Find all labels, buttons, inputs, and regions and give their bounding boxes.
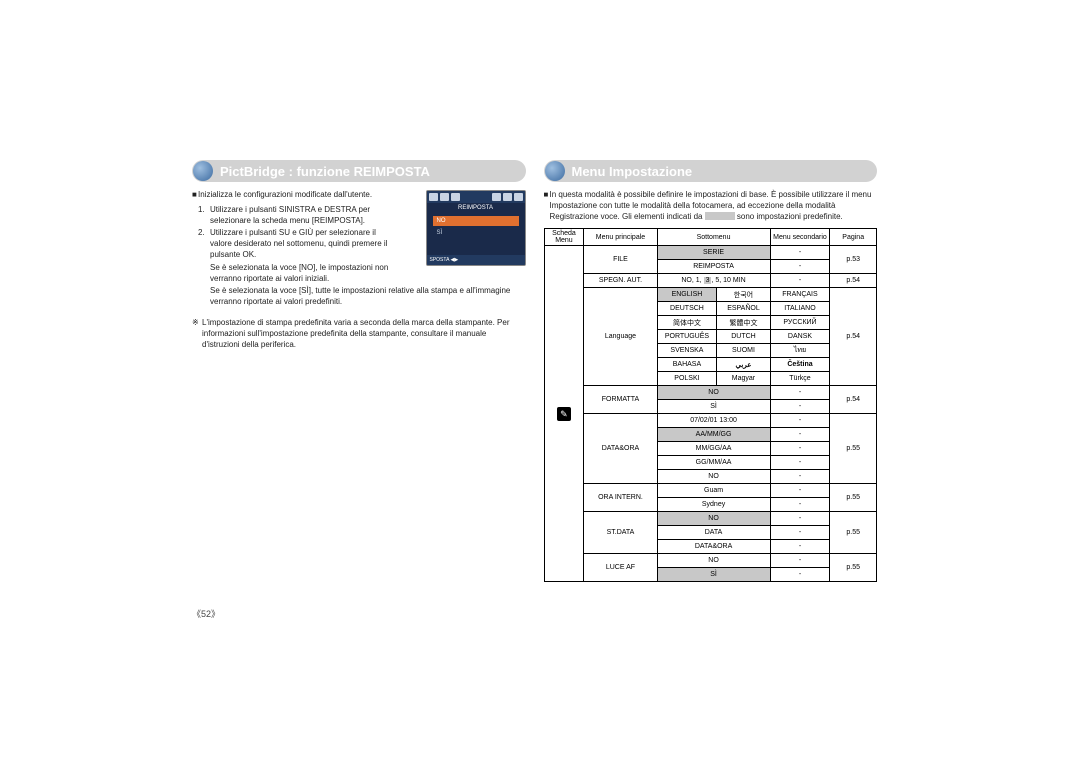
shaded-box-icon xyxy=(705,212,735,220)
right-intro-block: ■ In questa modalità è possibile definir… xyxy=(544,190,878,222)
right-column: Menu Impostazione ■ In questa modalità è… xyxy=(544,160,878,582)
col-page: Pagina xyxy=(830,229,877,246)
right-heading-bar: Menu Impostazione xyxy=(544,160,878,182)
table-row: ✎ FILE SERIE - p.53 xyxy=(544,246,877,260)
heading-dot-icon xyxy=(545,161,565,181)
table-row: SPEGN. AUT. NO, 1, 3, 5, 10 MIN - p.54 xyxy=(544,274,877,288)
right-intro: In questa modalità è possibile definire … xyxy=(550,190,878,222)
step-1: Utilizzare i pulsanti SINISTRA e DESTRA … xyxy=(210,205,392,227)
tab-icon-cell: ✎ xyxy=(544,246,584,582)
table-row: ST.DATA NO- p.55 xyxy=(544,512,877,526)
page-number: 《52》 xyxy=(192,607,220,620)
note-no: Se è selezionata la voce [NO], le impost… xyxy=(210,263,392,285)
table-row: Language ENGLISH 한국어 FRANÇAIS p.54 xyxy=(544,288,877,302)
lcd-title: REIMPOSTA xyxy=(427,203,525,214)
col-main: Menu principale xyxy=(584,229,657,246)
camera-lcd-preview: REIMPOSTA NO SÌ SPOSTA ◀▶ xyxy=(426,190,526,266)
lcd-highlight: NO xyxy=(433,216,519,226)
table-row: LUCE AF NO- p.55 xyxy=(544,554,877,568)
table-row: DATA&ORA 07/02/01 13:00- p.55 xyxy=(544,414,877,428)
left-column: PictBridge : funzione REIMPOSTA ■ Inizia… xyxy=(192,160,526,582)
heading-dot-icon xyxy=(193,161,213,181)
table-header-row: Scheda Menu Menu principale Sottomenu Me… xyxy=(544,229,877,246)
left-footnote: L'impostazione di stampa predefinita var… xyxy=(202,318,526,350)
right-heading: Menu Impostazione xyxy=(572,164,693,179)
table-row: ORA INTERN. Guam- p.55 xyxy=(544,484,877,498)
step-2: Utilizzare i pulsanti SU e GIÙ per selez… xyxy=(210,228,392,260)
table-row: FORMATTA NO - p.54 xyxy=(544,386,877,400)
col-sec: Menu secondario xyxy=(770,229,830,246)
wrench-icon: ✎ xyxy=(557,407,571,421)
note-si: Se è selezionata la voce [SÌ], tutte le … xyxy=(210,286,526,308)
col-tab: Scheda Menu xyxy=(544,229,584,246)
lcd-option: SÌ xyxy=(433,228,519,238)
step-number: 2. xyxy=(198,228,210,260)
settings-table: Scheda Menu Menu principale Sottomenu Me… xyxy=(544,228,878,582)
col-sub: Sottomenu xyxy=(657,229,770,246)
lcd-footer: SPOSTA ◀▶ xyxy=(427,255,525,265)
left-heading: PictBridge : funzione REIMPOSTA xyxy=(220,164,430,179)
asterisk-icon: ※ xyxy=(192,318,202,350)
left-heading-bar: PictBridge : funzione REIMPOSTA xyxy=(192,160,526,182)
step-number: 1. xyxy=(198,205,210,227)
